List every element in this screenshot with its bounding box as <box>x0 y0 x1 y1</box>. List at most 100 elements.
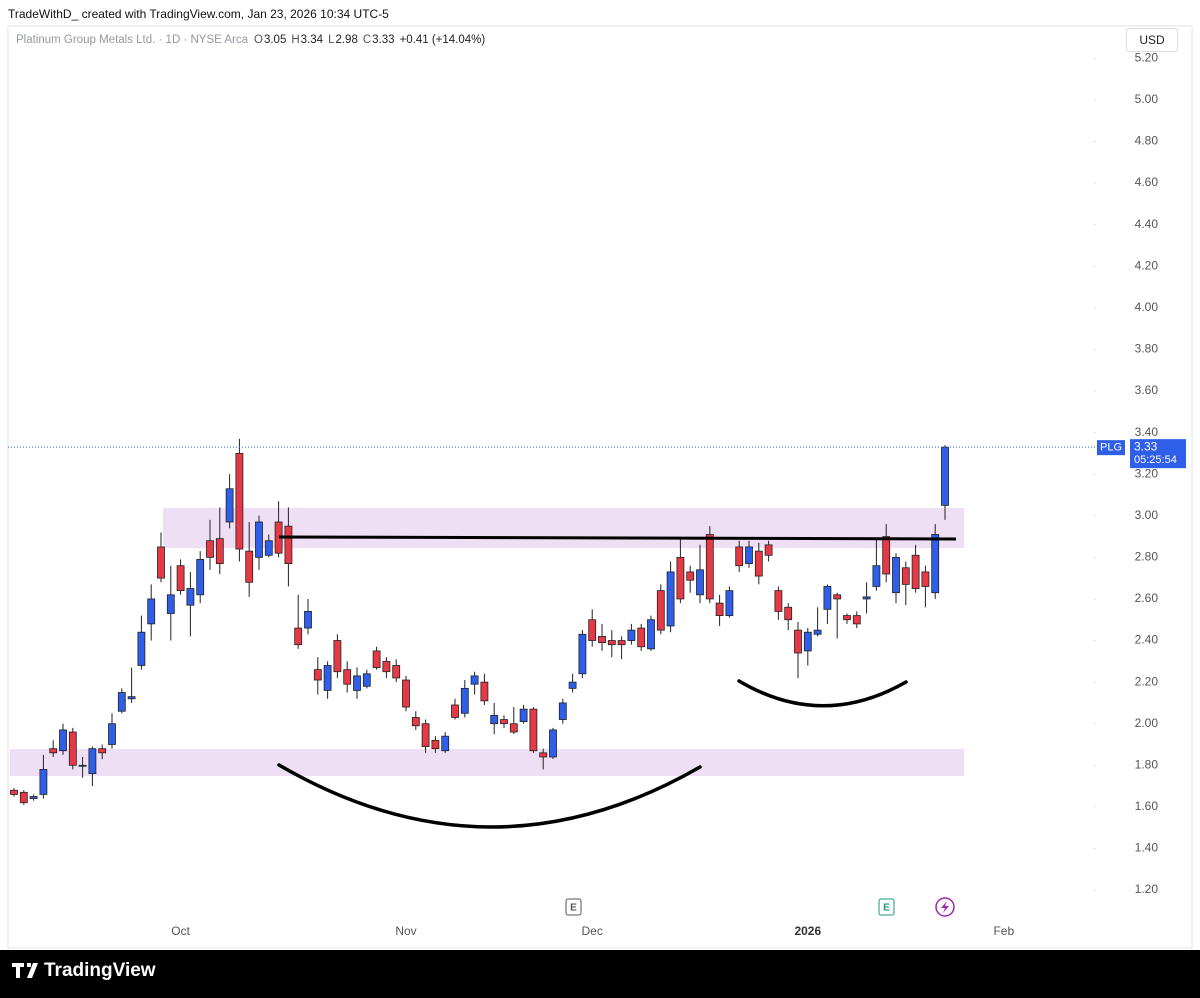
y-tick-label: 3.60 <box>1135 383 1159 397</box>
legend-key: H <box>291 34 300 46</box>
candle-body <box>421 723 430 747</box>
candle-body <box>39 769 48 795</box>
axes: 1.20 1.40 1.60 1.80 2.00 2.20 2.40 2.60 2.80 3.00… <box>8 50 1186 938</box>
resistance-zone <box>163 508 964 548</box>
legend-change: +0.41 (+14.04%) <box>399 34 486 46</box>
x-tick-label: Feb <box>993 924 1014 938</box>
candle-body <box>127 696 136 700</box>
candle-body <box>568 681 577 689</box>
y-tick-label: 4.80 <box>1135 134 1159 148</box>
candle-body <box>627 629 636 641</box>
candle-body <box>451 704 459 718</box>
footer-bar <box>0 950 1200 998</box>
candle-body <box>539 752 548 758</box>
candle-body <box>78 764 87 767</box>
candle-body <box>196 559 205 596</box>
y-tick-label: 1.40 <box>1135 841 1159 855</box>
y-tick-label: 3.20 <box>1135 466 1159 480</box>
candle-body <box>745 546 753 564</box>
currency-button[interactable]: USD <box>1126 28 1178 52</box>
chart-frame <box>7 25 1193 949</box>
candle-body <box>362 673 371 687</box>
legend-value: 2.98 <box>335 34 358 46</box>
candle-body <box>108 723 116 745</box>
earnings-marker[interactable] <box>565 898 582 916</box>
candle-body <box>705 534 714 600</box>
candle-body <box>598 635 606 644</box>
candle-body <box>284 525 293 564</box>
y-tick-label: 4.00 <box>1135 300 1159 314</box>
candle-body <box>186 588 195 606</box>
y-tick-label: 2.00 <box>1135 716 1159 730</box>
candle-body <box>294 627 303 646</box>
candle-body <box>117 692 126 712</box>
candle-body <box>833 594 842 600</box>
price-badge <box>1130 439 1186 469</box>
candle-body <box>255 521 263 558</box>
candle-body <box>892 556 900 594</box>
candle-body <box>225 488 234 523</box>
legend-key: C <box>362 34 372 46</box>
candle-body <box>588 619 597 641</box>
candle-body <box>549 729 557 758</box>
candle-body <box>725 590 734 616</box>
candle-body <box>313 669 322 681</box>
support-zone <box>10 749 964 776</box>
candle-body <box>343 669 352 685</box>
candle-body <box>264 540 273 556</box>
candle-body <box>88 748 97 775</box>
drawings <box>277 535 957 829</box>
candle-body <box>68 731 77 766</box>
candle-body <box>166 594 175 614</box>
candle-body <box>666 571 675 627</box>
candle-body <box>794 629 802 654</box>
y-tick-label: 5.00 <box>1135 92 1159 106</box>
candle-body <box>460 687 469 714</box>
candle-body <box>637 627 646 648</box>
y-tick-label: 1.60 <box>1135 799 1159 813</box>
candle-body <box>823 586 832 610</box>
lightning-icon <box>941 901 949 913</box>
logo-icon <box>12 963 38 978</box>
candle-body <box>803 631 812 652</box>
candle-body <box>931 534 940 594</box>
candle-body <box>323 665 332 691</box>
candle-body <box>245 550 254 583</box>
legend-value: 3.05 <box>263 34 287 46</box>
x-tick-label: Oct <box>171 924 190 938</box>
y-tick-label: 3.00 <box>1135 508 1159 522</box>
y-tick-label: 5.20 <box>1135 50 1159 64</box>
y-tick-label: 2.20 <box>1135 674 1159 688</box>
earnings-marker[interactable] <box>878 898 895 916</box>
candle-body <box>19 791 28 804</box>
legend-value: 3.33 <box>372 34 395 46</box>
candle-body <box>480 681 489 702</box>
candle-body <box>392 665 401 679</box>
header: TradeWithD_ created with TradingView.com… <box>8 7 389 21</box>
candle-body <box>529 708 538 752</box>
legend-title: Platinum Group Metals Ltd. · 1D · NYSE A… <box>16 34 249 46</box>
symbol-label: PLG <box>1100 442 1122 454</box>
candle-body <box>843 615 851 621</box>
candle-body <box>519 708 528 723</box>
candle-body <box>578 633 587 675</box>
y-tick-label: 4.20 <box>1135 258 1159 272</box>
candle-body <box>882 536 891 575</box>
earnings-label: E <box>570 903 577 914</box>
x-tick-label: Nov <box>395 924 416 938</box>
legend-key: O <box>254 34 263 46</box>
y-tick-label: 2.60 <box>1135 591 1159 605</box>
candle-body <box>490 714 499 725</box>
candles <box>10 438 949 805</box>
legend-value: 3.34 <box>300 34 324 46</box>
x-tick-label: Dec <box>582 924 603 938</box>
x-tick-label: 2026 <box>794 924 821 938</box>
candle-body <box>304 611 312 629</box>
legend-key: L <box>328 34 335 46</box>
neckline <box>278 535 957 541</box>
candle-body <box>921 571 930 587</box>
candle-body <box>411 717 420 727</box>
candle-body <box>147 598 156 625</box>
